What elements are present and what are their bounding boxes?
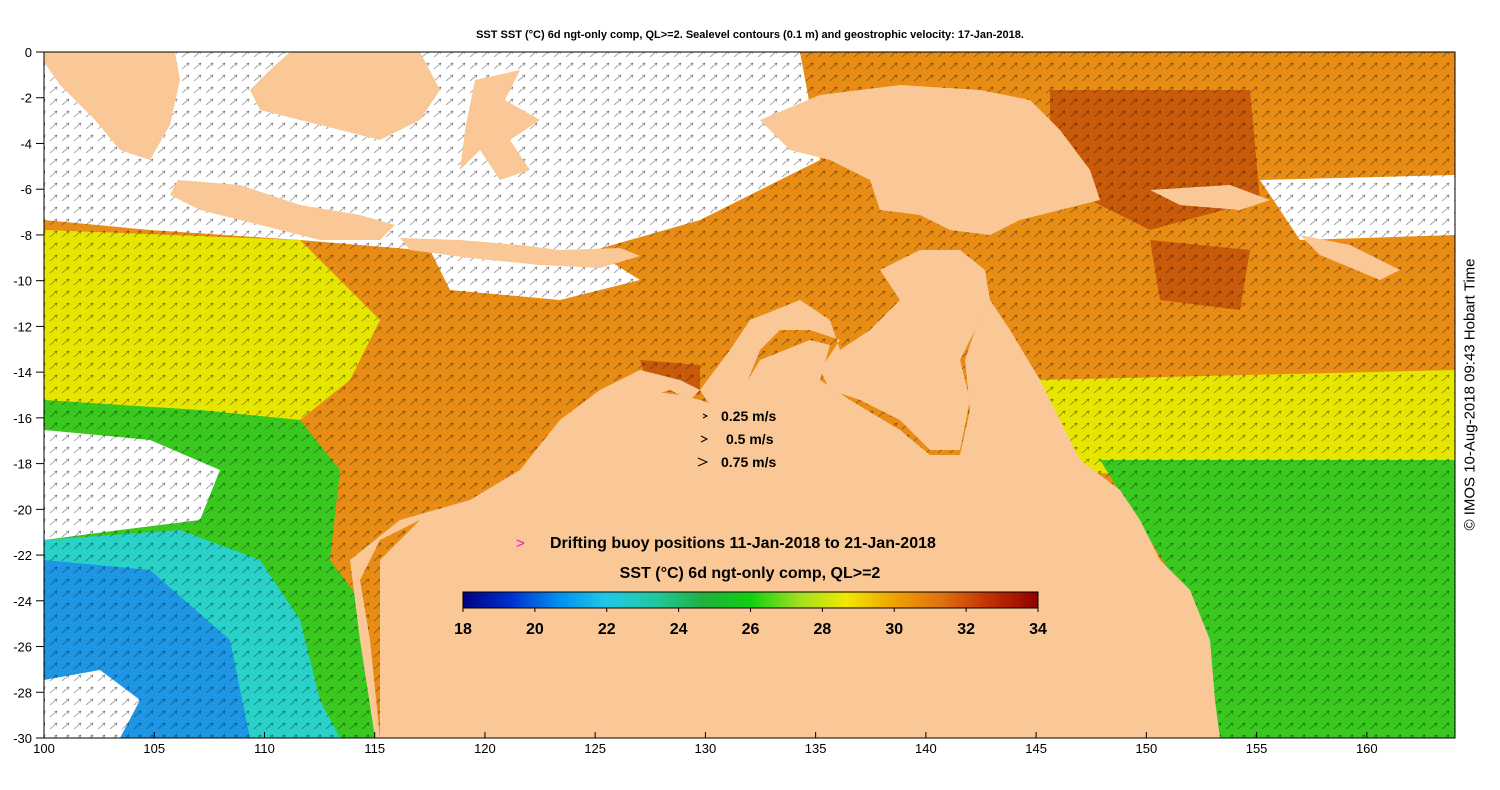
x-tick-label: 105 (143, 741, 165, 756)
velocity-arrow-025 (702, 413, 709, 419)
y-tick-label: -20 (13, 502, 32, 517)
colorbar-ticks: 18 20 22 24 26 28 30 32 34 (454, 608, 1047, 638)
land-java (170, 180, 395, 240)
land-solomons (1300, 235, 1400, 280)
y-tick-label: -2 (20, 91, 32, 106)
velocity-legend-item-05: 0.5 m/s (700, 431, 774, 447)
map-title: SST SST (°C) 6d ngt-only comp, QL>=2. Se… (476, 29, 1024, 41)
land-new-britain (1150, 185, 1270, 210)
y-tick-label: -8 (20, 228, 32, 243)
land-sulawesi (460, 70, 540, 180)
colorbar-tick-label: 22 (598, 621, 616, 638)
velocity-arrow-05 (700, 435, 709, 443)
land-sumatra (44, 52, 180, 160)
colorbar-tick-label: 20 (526, 621, 544, 638)
velocity-legend-item-075: 0.75 m/s (697, 454, 776, 470)
land-borneo (250, 52, 440, 140)
land-australia-east (380, 300, 1220, 738)
colorbar-gradient (462, 591, 1039, 609)
x-tick-label: 150 (1135, 741, 1157, 756)
y-tick-label: -24 (13, 594, 32, 609)
colorbar-tick-label: 34 (1029, 621, 1047, 638)
colorbar-tick-label: 30 (885, 621, 903, 638)
landmasses (44, 52, 1400, 738)
x-tick-label: 100 (33, 741, 55, 756)
colorbar-tick-label: 28 (813, 621, 831, 638)
y-tick-label: -30 (13, 731, 32, 746)
colorbar-title: SST (°C) 6d ngt-only comp, QL>=2 (620, 565, 881, 582)
velocity-label-05: 0.5 m/s (726, 431, 774, 447)
colorbar-tick-label: 32 (957, 621, 975, 638)
plot-frame (43, 51, 1456, 739)
colorbar-tick-label: 24 (670, 621, 688, 638)
velocity-label-025: 0.25 m/s (721, 408, 776, 424)
y-tick-label: -26 (13, 640, 32, 655)
y-tick-label: 0 (25, 45, 32, 60)
x-tick-label: 130 (695, 741, 717, 756)
y-tick-label: -18 (13, 457, 32, 472)
x-tick-label: 155 (1246, 741, 1268, 756)
y-tick-label: -14 (13, 365, 32, 380)
velocity-legend-item-025: 0.25 m/s (702, 408, 776, 424)
buoy-label: Drifting buoy positions 11-Jan-2018 to 2… (550, 535, 936, 552)
colorbar: SST (°C) 6d ngt-only comp, QL>=2 18 20 22 2… (454, 565, 1047, 638)
x-tick-label: 125 (584, 741, 606, 756)
y-tick-label: -6 (20, 182, 32, 197)
y-tick-label: -22 (13, 548, 32, 563)
credit-text: © IMOS 10-Aug-2018 09:43 Hobart Time (1461, 258, 1479, 531)
y-tick-label: -28 (13, 685, 32, 700)
velocity-legend: 0.25 m/s 0.5 m/s 0.75 m/s (697, 408, 776, 470)
x-tick-label: 145 (1025, 741, 1047, 756)
sst-field (44, 52, 1455, 738)
x-tick-label: 110 (254, 741, 275, 756)
velocity-arrow-075 (697, 457, 709, 467)
x-tick-label: 135 (805, 741, 827, 756)
y-tick-label: -4 (20, 136, 32, 151)
land-lesser-sunda (400, 238, 640, 268)
y-axis: 0 -2 -4 -6 -8 -10 -12 -14 -16 -18 -20 -22 -24 -26 -28 -… (13, 45, 44, 746)
colorbar-tick-label: 18 (454, 621, 472, 638)
land-australia (350, 250, 990, 738)
velocity-label-075: 0.75 m/s (721, 454, 776, 470)
land-new-guinea (760, 85, 1100, 235)
x-axis: 100 105 110 115 120 125 130 135 140 145 150 155 160 (33, 732, 1378, 756)
y-tick-label: -12 (13, 319, 32, 334)
colorbar-tick-label: 26 (742, 621, 760, 638)
y-tick-label: -16 (13, 411, 32, 426)
y-tick-label: -10 (13, 274, 32, 289)
x-tick-label: 115 (364, 741, 385, 756)
x-tick-label: 160 (1356, 741, 1378, 756)
buoy-legend: > Drifting buoy positions 11-Jan-2018 to… (516, 535, 936, 552)
buoy-symbol: > (516, 535, 525, 552)
x-tick-label: 120 (474, 741, 496, 756)
x-tick-label: 140 (915, 741, 937, 756)
